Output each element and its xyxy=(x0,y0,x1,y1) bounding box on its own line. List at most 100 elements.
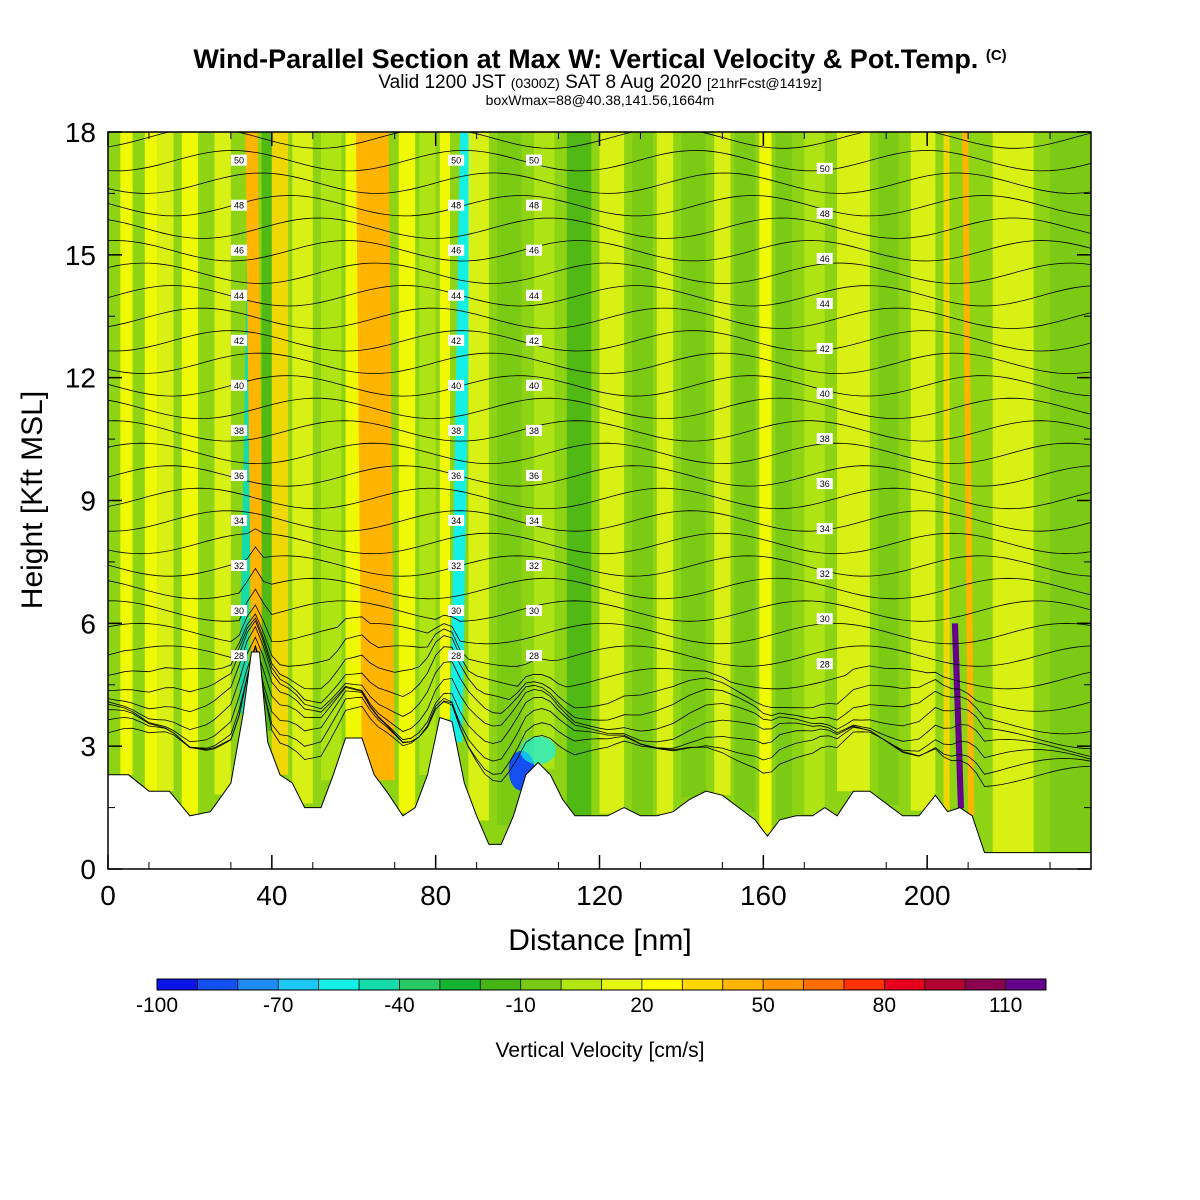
velocity-band xyxy=(775,132,793,819)
theta-contour-label: 48 xyxy=(816,207,833,219)
velocity-band xyxy=(566,132,592,816)
velocity-band xyxy=(245,132,264,652)
theta-contour xyxy=(108,375,1091,397)
colorbar-tick-label: 80 xyxy=(873,994,896,1017)
svg-text:36: 36 xyxy=(529,471,539,481)
y-tick-label: 12 xyxy=(65,363,96,394)
theta-contour xyxy=(108,397,1091,420)
theta-contour-label: 44 xyxy=(525,289,542,301)
y-tick-label: 15 xyxy=(65,240,96,271)
colorbar-swatch xyxy=(561,979,602,990)
theta-contour-label: 44 xyxy=(816,297,833,309)
svg-text:42: 42 xyxy=(820,344,830,354)
theta-contour-label: 48 xyxy=(231,199,248,211)
downdraft-halo xyxy=(520,736,557,765)
colorbar-swatch xyxy=(480,979,522,990)
svg-text:46: 46 xyxy=(820,254,830,264)
svg-text:48: 48 xyxy=(529,201,539,211)
velocity-band xyxy=(261,132,272,731)
theta-contour-label: 40 xyxy=(448,379,465,391)
theta-contour xyxy=(108,442,1091,465)
theta-contour-label: 46 xyxy=(525,244,542,256)
svg-text:40: 40 xyxy=(451,381,461,391)
theta-contour-label: 28 xyxy=(231,650,248,662)
velocity-band xyxy=(533,132,555,769)
theta-contour-label: 44 xyxy=(231,289,248,301)
theta-contour-label: 30 xyxy=(816,613,833,625)
theta-contour-label: 32 xyxy=(448,560,465,572)
velocity-band xyxy=(120,132,133,775)
y-tick-label: 6 xyxy=(80,608,96,639)
velocity-band xyxy=(157,132,174,792)
svg-text:42: 42 xyxy=(529,336,539,346)
theta-contour xyxy=(108,149,1091,172)
colorbar-tick-label: 50 xyxy=(751,994,774,1017)
theta-contours: 50 48 46 44 42 40 38 36 34 32 30 28 50 48 46 44 42 40 38 36… xyxy=(108,132,1091,787)
svg-text:50: 50 xyxy=(234,156,244,166)
theta-contour-label: 38 xyxy=(525,424,542,436)
svg-text:38: 38 xyxy=(820,434,830,444)
svg-text:38: 38 xyxy=(451,426,461,436)
theta-contour-label: 44 xyxy=(448,289,465,301)
velocity-band xyxy=(804,132,825,815)
theta-contour xyxy=(108,240,1091,262)
colorbar-swatch xyxy=(965,979,1007,990)
colorbar-swatch xyxy=(884,979,926,990)
theta-contour-label: 36 xyxy=(231,469,248,481)
colorbar-frame xyxy=(156,978,1047,991)
colorbar-swatch xyxy=(1005,979,1047,990)
velocity-band xyxy=(1050,132,1091,853)
theta-contour xyxy=(108,613,1091,667)
velocity-band xyxy=(656,132,674,814)
svg-text:50: 50 xyxy=(529,156,539,166)
theta-contour xyxy=(108,510,1091,532)
velocity-band xyxy=(943,132,950,811)
svg-text:44: 44 xyxy=(529,291,539,301)
velocity-band xyxy=(910,132,936,811)
velocity-band xyxy=(271,132,289,775)
theta-contour xyxy=(108,262,1091,284)
theta-contour-label: 50 xyxy=(816,162,833,174)
svg-text:44: 44 xyxy=(451,291,461,301)
colorbar-swatch xyxy=(763,979,805,990)
y-tick-label: 9 xyxy=(80,486,96,517)
theta-contour xyxy=(108,172,1091,194)
theta-contour xyxy=(108,588,1091,622)
colorbar-swatch xyxy=(157,979,198,990)
colorbar-swatch xyxy=(278,979,320,990)
y-tick-label: 0 xyxy=(80,854,96,885)
theta-contour xyxy=(108,528,1091,555)
velocity-band xyxy=(878,132,899,806)
svg-text:34: 34 xyxy=(820,524,830,534)
velocity-band xyxy=(419,132,436,775)
theta-contour-label: 38 xyxy=(231,424,248,436)
y-tick-label: 18 xyxy=(65,117,96,148)
colorbar-swatch xyxy=(318,979,360,990)
theta-contour xyxy=(108,636,1091,750)
terrain xyxy=(107,651,1092,870)
svg-text:48: 48 xyxy=(820,209,830,219)
svg-text:48: 48 xyxy=(234,201,244,211)
theta-contour-label: 32 xyxy=(231,560,248,572)
svg-text:44: 44 xyxy=(234,291,244,301)
colorbar-tick-label: -40 xyxy=(384,994,414,1017)
velocity-band xyxy=(759,132,772,834)
velocity-band xyxy=(144,132,158,792)
colorbar-tick-label: 20 xyxy=(630,994,653,1017)
velocity-band xyxy=(632,132,653,816)
theta-contour xyxy=(108,195,1091,217)
svg-text:44: 44 xyxy=(820,299,830,309)
velocity-band xyxy=(992,132,1034,853)
theta-contour xyxy=(108,604,1091,645)
svg-text:40: 40 xyxy=(529,381,539,391)
colorbar-swatch xyxy=(924,979,966,990)
theta-contour xyxy=(108,645,1091,762)
x-tick-label: 40 xyxy=(256,880,287,911)
theta-contour-label: 32 xyxy=(816,568,833,580)
theta-contour xyxy=(108,567,1091,600)
svg-text:32: 32 xyxy=(820,569,830,579)
velocity-band xyxy=(292,132,313,804)
colorbar-tick-label: -70 xyxy=(263,994,293,1017)
svg-text:42: 42 xyxy=(234,336,244,346)
